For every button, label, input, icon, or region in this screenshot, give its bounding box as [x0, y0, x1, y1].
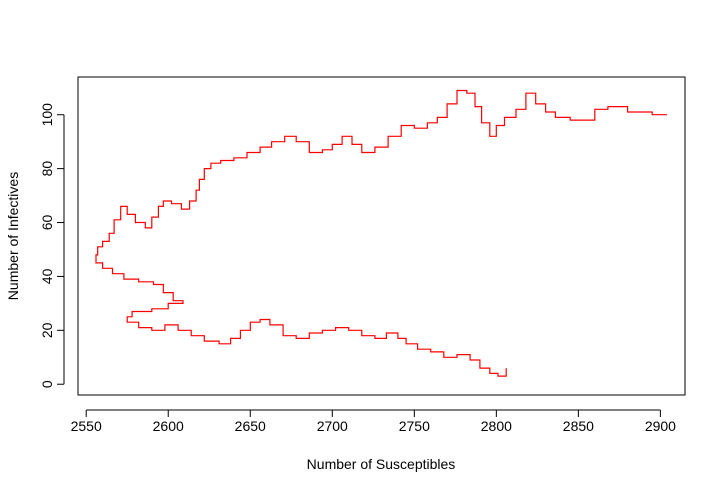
series-path — [95, 89, 667, 377]
series-layer — [95, 89, 667, 377]
x-tick-label: 2900 — [645, 418, 676, 434]
y-tick-label: 60 — [39, 215, 55, 231]
x-tick-label: 2750 — [399, 418, 430, 434]
x-axis-label: Number of Susceptibles — [307, 456, 456, 472]
y-tick-label: 0 — [39, 380, 55, 388]
x-tick-label: 2800 — [481, 418, 512, 434]
x-tick-label: 2850 — [563, 418, 594, 434]
y-tick-label: 100 — [39, 103, 55, 127]
y-tick-label: 20 — [39, 322, 55, 338]
x-tick-label: 2700 — [317, 418, 348, 434]
x-tick-label: 2600 — [153, 418, 184, 434]
x-tick-label: 2650 — [235, 418, 266, 434]
plot-frame — [77, 76, 686, 396]
x-tick-label: 2550 — [71, 418, 102, 434]
y-axis-label: Number of Infectives — [5, 172, 21, 300]
y-axis: 0 20 40 60 80 100 — [39, 103, 65, 388]
y-tick-label: 40 — [39, 268, 55, 284]
x-axis: 2550 2600 2650 2700 2750 2800 2850 2900 — [71, 409, 676, 434]
y-tick-label: 80 — [39, 161, 55, 177]
